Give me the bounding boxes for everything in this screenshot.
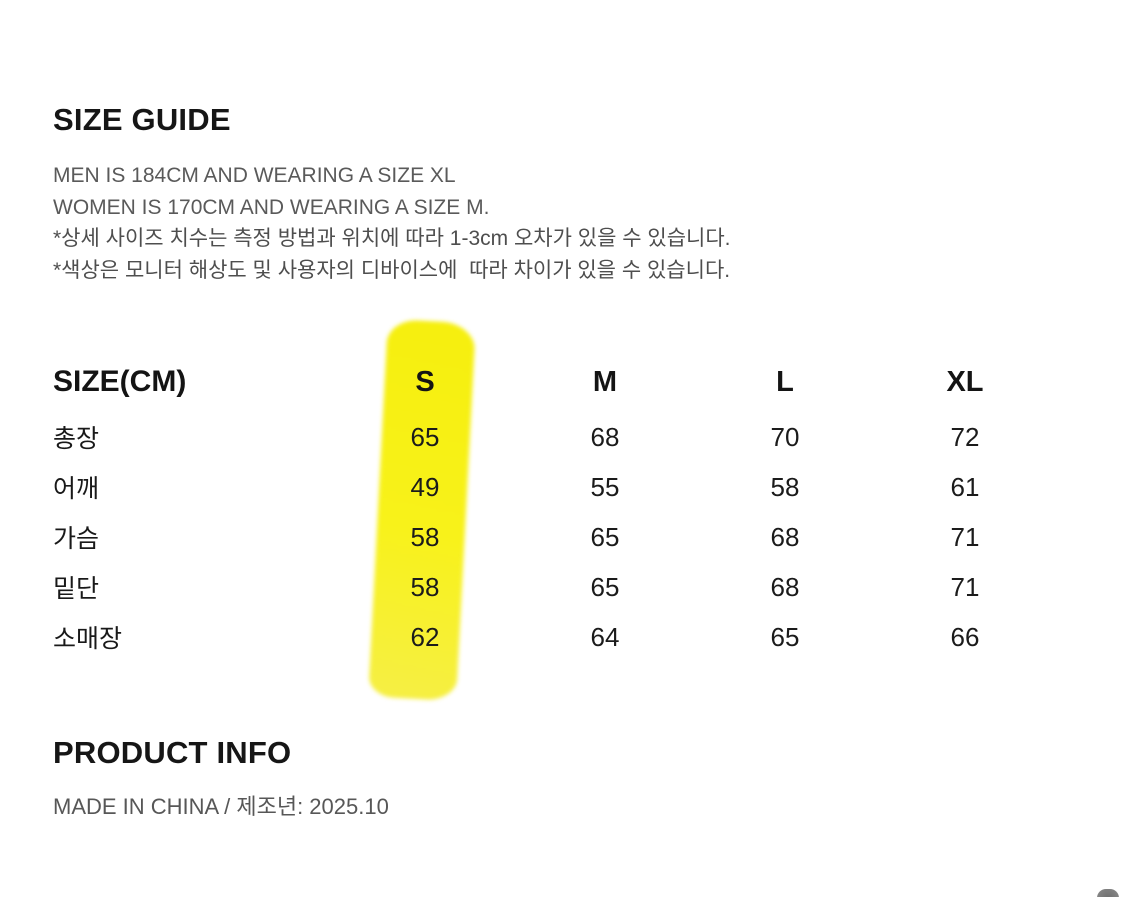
row-label: 소매장 [53,625,123,653]
cell-value: 49 [410,471,440,502]
note-men-model: MEN IS 184CM AND WEARING A SIZE XL [53,164,456,187]
note-women-model: WOMEN IS 170CM AND WEARING A SIZE M. [53,195,490,219]
size-table-label-header: SIZE(CM) [53,365,187,398]
size-column-s: S [415,365,435,398]
note-measurement-tolerance: *상세 사이즈 치수는 측정 방법과 위치에 따라 1-3cm 오차가 있을 수… [53,227,731,250]
size-column-xl: XL [946,365,984,398]
size-guide-title: SIZE GUIDE [53,102,231,137]
size-column-m: M [592,365,618,398]
cell-value: 58 [410,521,440,552]
size-column-l: L [776,365,794,398]
cell-value: 65 [770,621,800,652]
table-row-sleeve-length: 소매장 62 64 65 66 [53,612,1055,662]
cell-value: 65 [590,521,620,552]
table-row-total-length: 총장 65 68 70 72 [53,412,1055,462]
cell-value: 55 [590,471,620,502]
scroll-top-button-peek-icon[interactable] [1097,889,1119,897]
note-color-difference: *색상은 모니터 해상도 및 사용자의 디바이스에 따라 차이가 있을 수 있습… [53,258,731,282]
row-label: 총장 [53,425,100,453]
cell-value: 71 [950,521,980,552]
cell-value: 68 [770,521,800,552]
product-info-detail: MADE IN CHINA / 제조년: 2025.10 [53,794,389,819]
table-row-shoulder: 어깨 49 55 58 61 [53,462,1055,512]
row-label: 밑단 [53,575,100,603]
row-label: 가슴 [53,525,100,553]
size-table-header-row: SIZE(CM) S M L XL [53,357,1055,407]
cell-value: 68 [590,421,620,452]
product-info-title: PRODUCT INFO [53,735,292,770]
cell-value: 58 [410,571,440,602]
cell-value: 61 [950,471,980,502]
cell-value: 70 [770,421,800,452]
cell-value: 68 [770,571,800,602]
cell-value: 62 [410,621,440,652]
cell-value: 64 [590,621,620,652]
table-row-chest: 가슴 58 65 68 71 [53,512,1055,562]
cell-value: 58 [770,471,800,502]
cell-value: 65 [410,421,440,452]
cell-value: 65 [590,571,620,602]
cell-value: 66 [950,621,980,652]
cell-value: 71 [950,571,980,602]
size-table: SIZE(CM) S M L XL 총장 65 68 70 72 어깨 49 5… [53,357,1055,662]
cell-value: 72 [950,421,980,452]
row-label: 어깨 [53,475,100,503]
size-guide-notes: MEN IS 184CM AND WEARING A SIZE XL WOMEN… [53,160,731,286]
table-row-hem: 밑단 58 65 68 71 [53,562,1055,612]
